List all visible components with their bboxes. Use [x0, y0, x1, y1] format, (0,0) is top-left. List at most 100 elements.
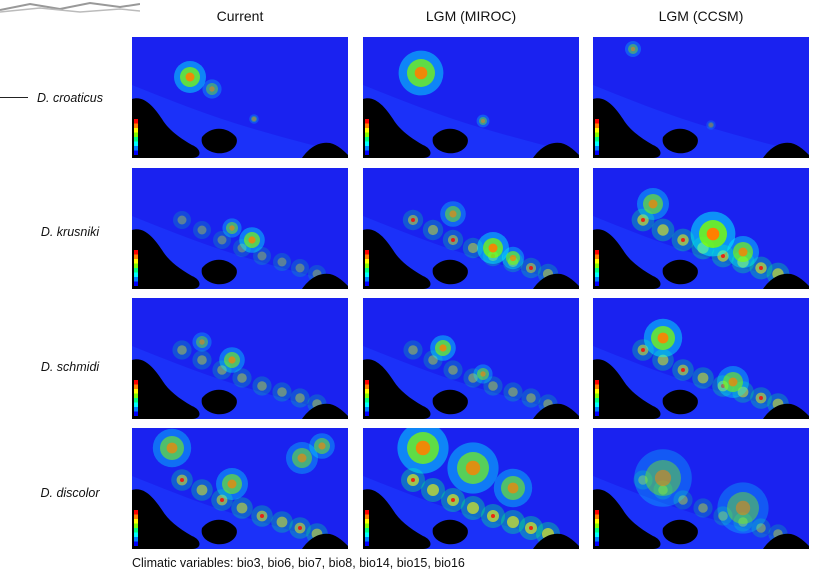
suitability-ridge-core [508, 387, 518, 397]
island-mask [662, 519, 698, 545]
island-mask [432, 389, 468, 415]
color-scale-swatch [134, 146, 138, 151]
land-mask [363, 229, 431, 289]
suitability-ridge [483, 376, 503, 396]
map-discolor-lgm-miroc [363, 428, 579, 549]
land-mask-east [302, 403, 348, 419]
suitability-ridge [633, 470, 653, 490]
suitability-peak [228, 356, 236, 364]
color-scale-swatch [595, 528, 599, 533]
land-mask [363, 98, 431, 158]
suitability-peak [185, 72, 195, 82]
suitability-ridge-core [678, 495, 688, 505]
land-mask-east [533, 273, 579, 289]
color-scale-swatch [134, 137, 138, 142]
color-scale-swatch [365, 398, 369, 403]
suitability-hotspot [641, 218, 645, 222]
suitability-ridge [403, 340, 423, 360]
map-krusniki-lgm-ccsm [593, 168, 809, 289]
suitability-ridge [252, 376, 272, 396]
color-scale-swatch [134, 411, 138, 416]
suitability-area [251, 116, 257, 122]
land-mask [363, 489, 431, 549]
color-scale-swatch [595, 380, 599, 385]
suitability-peak [318, 442, 326, 450]
leader-line [0, 97, 28, 98]
suitability-ridge [191, 479, 213, 501]
map-discolor-lgm-ccsm [593, 428, 809, 549]
color-scale-swatch [365, 277, 369, 282]
color-scale-swatch [134, 523, 138, 528]
island-mask [432, 128, 468, 154]
suitability-ridge [291, 259, 309, 277]
land-mask-east [302, 533, 348, 549]
color-scale-swatch [365, 537, 369, 542]
suitability-peak [738, 247, 748, 257]
color-scale-swatch [595, 541, 599, 546]
suitability-ridge-core [236, 502, 248, 514]
suitability-peak [252, 117, 256, 121]
island-mask [432, 519, 468, 545]
color-scale-swatch [365, 259, 369, 264]
suitability-ridge-core [177, 345, 187, 355]
color-scale-swatch [595, 146, 599, 151]
suitability-ridge-core [237, 373, 247, 383]
land-mask-east [763, 403, 809, 419]
color-scale-swatch [365, 141, 369, 146]
suitability-ridge [751, 518, 771, 538]
map-croaticus-lgm-ccsm [593, 37, 809, 158]
suitability-ridge-core [756, 523, 766, 533]
color-scale-swatch [365, 541, 369, 546]
island-mask [662, 259, 698, 285]
color-scale-swatch [595, 398, 599, 403]
map-discolor-current [132, 428, 348, 549]
suitability-ridge [521, 388, 541, 408]
land-mask [593, 98, 661, 158]
suitability-hotspot [681, 368, 685, 372]
suitability-ridge [422, 219, 444, 241]
suitability-ridge-core [277, 257, 287, 267]
color-scale-swatch [595, 393, 599, 398]
suitability-halo [706, 120, 716, 130]
color-scale-swatch [365, 380, 369, 385]
color-scale-swatch [134, 254, 138, 259]
color-scale-swatch [365, 393, 369, 398]
land-mask [132, 489, 200, 549]
suitability-ridge [271, 511, 293, 533]
map-graphic [593, 298, 809, 419]
coast-band [132, 346, 348, 419]
color-scale-swatch [595, 514, 599, 519]
column-header-lgm-miroc: LGM (MIROC) [425, 8, 517, 24]
coast-band [132, 216, 348, 289]
color-scale-swatch [365, 128, 369, 133]
suitability-ridge [192, 350, 212, 370]
suitability-ridge [173, 211, 191, 229]
color-scale-swatch [134, 384, 138, 389]
color-scale-swatch [134, 398, 138, 403]
color-scale-swatch [595, 277, 599, 282]
color-scale-swatch [595, 141, 599, 146]
color-scale-swatch [134, 532, 138, 537]
column-header-current: Current [216, 8, 264, 24]
coast-band [132, 476, 348, 549]
map-graphic [132, 298, 348, 419]
map-croaticus-lgm-miroc [363, 37, 579, 158]
suitability-ridge-core [737, 386, 749, 398]
suitability-ridge-core [237, 243, 247, 253]
suitability-ridge [653, 480, 673, 500]
suitability-hotspot [681, 238, 685, 242]
suitability-peak [728, 377, 738, 387]
suitability-hotspot [529, 526, 533, 530]
color-scale-swatch [365, 272, 369, 277]
coast-band [363, 85, 579, 158]
map-schmidi-current [132, 298, 348, 419]
suitability-ridge-core [467, 502, 479, 514]
map-croaticus-current [132, 37, 348, 158]
color-scale-swatch [134, 528, 138, 533]
color-scale-swatch [595, 254, 599, 259]
land-mask-east [302, 142, 348, 158]
color-scale-swatch [595, 263, 599, 268]
suitability-ridge [231, 497, 253, 519]
color-scale-swatch [134, 272, 138, 277]
color-scale-swatch [134, 150, 138, 155]
